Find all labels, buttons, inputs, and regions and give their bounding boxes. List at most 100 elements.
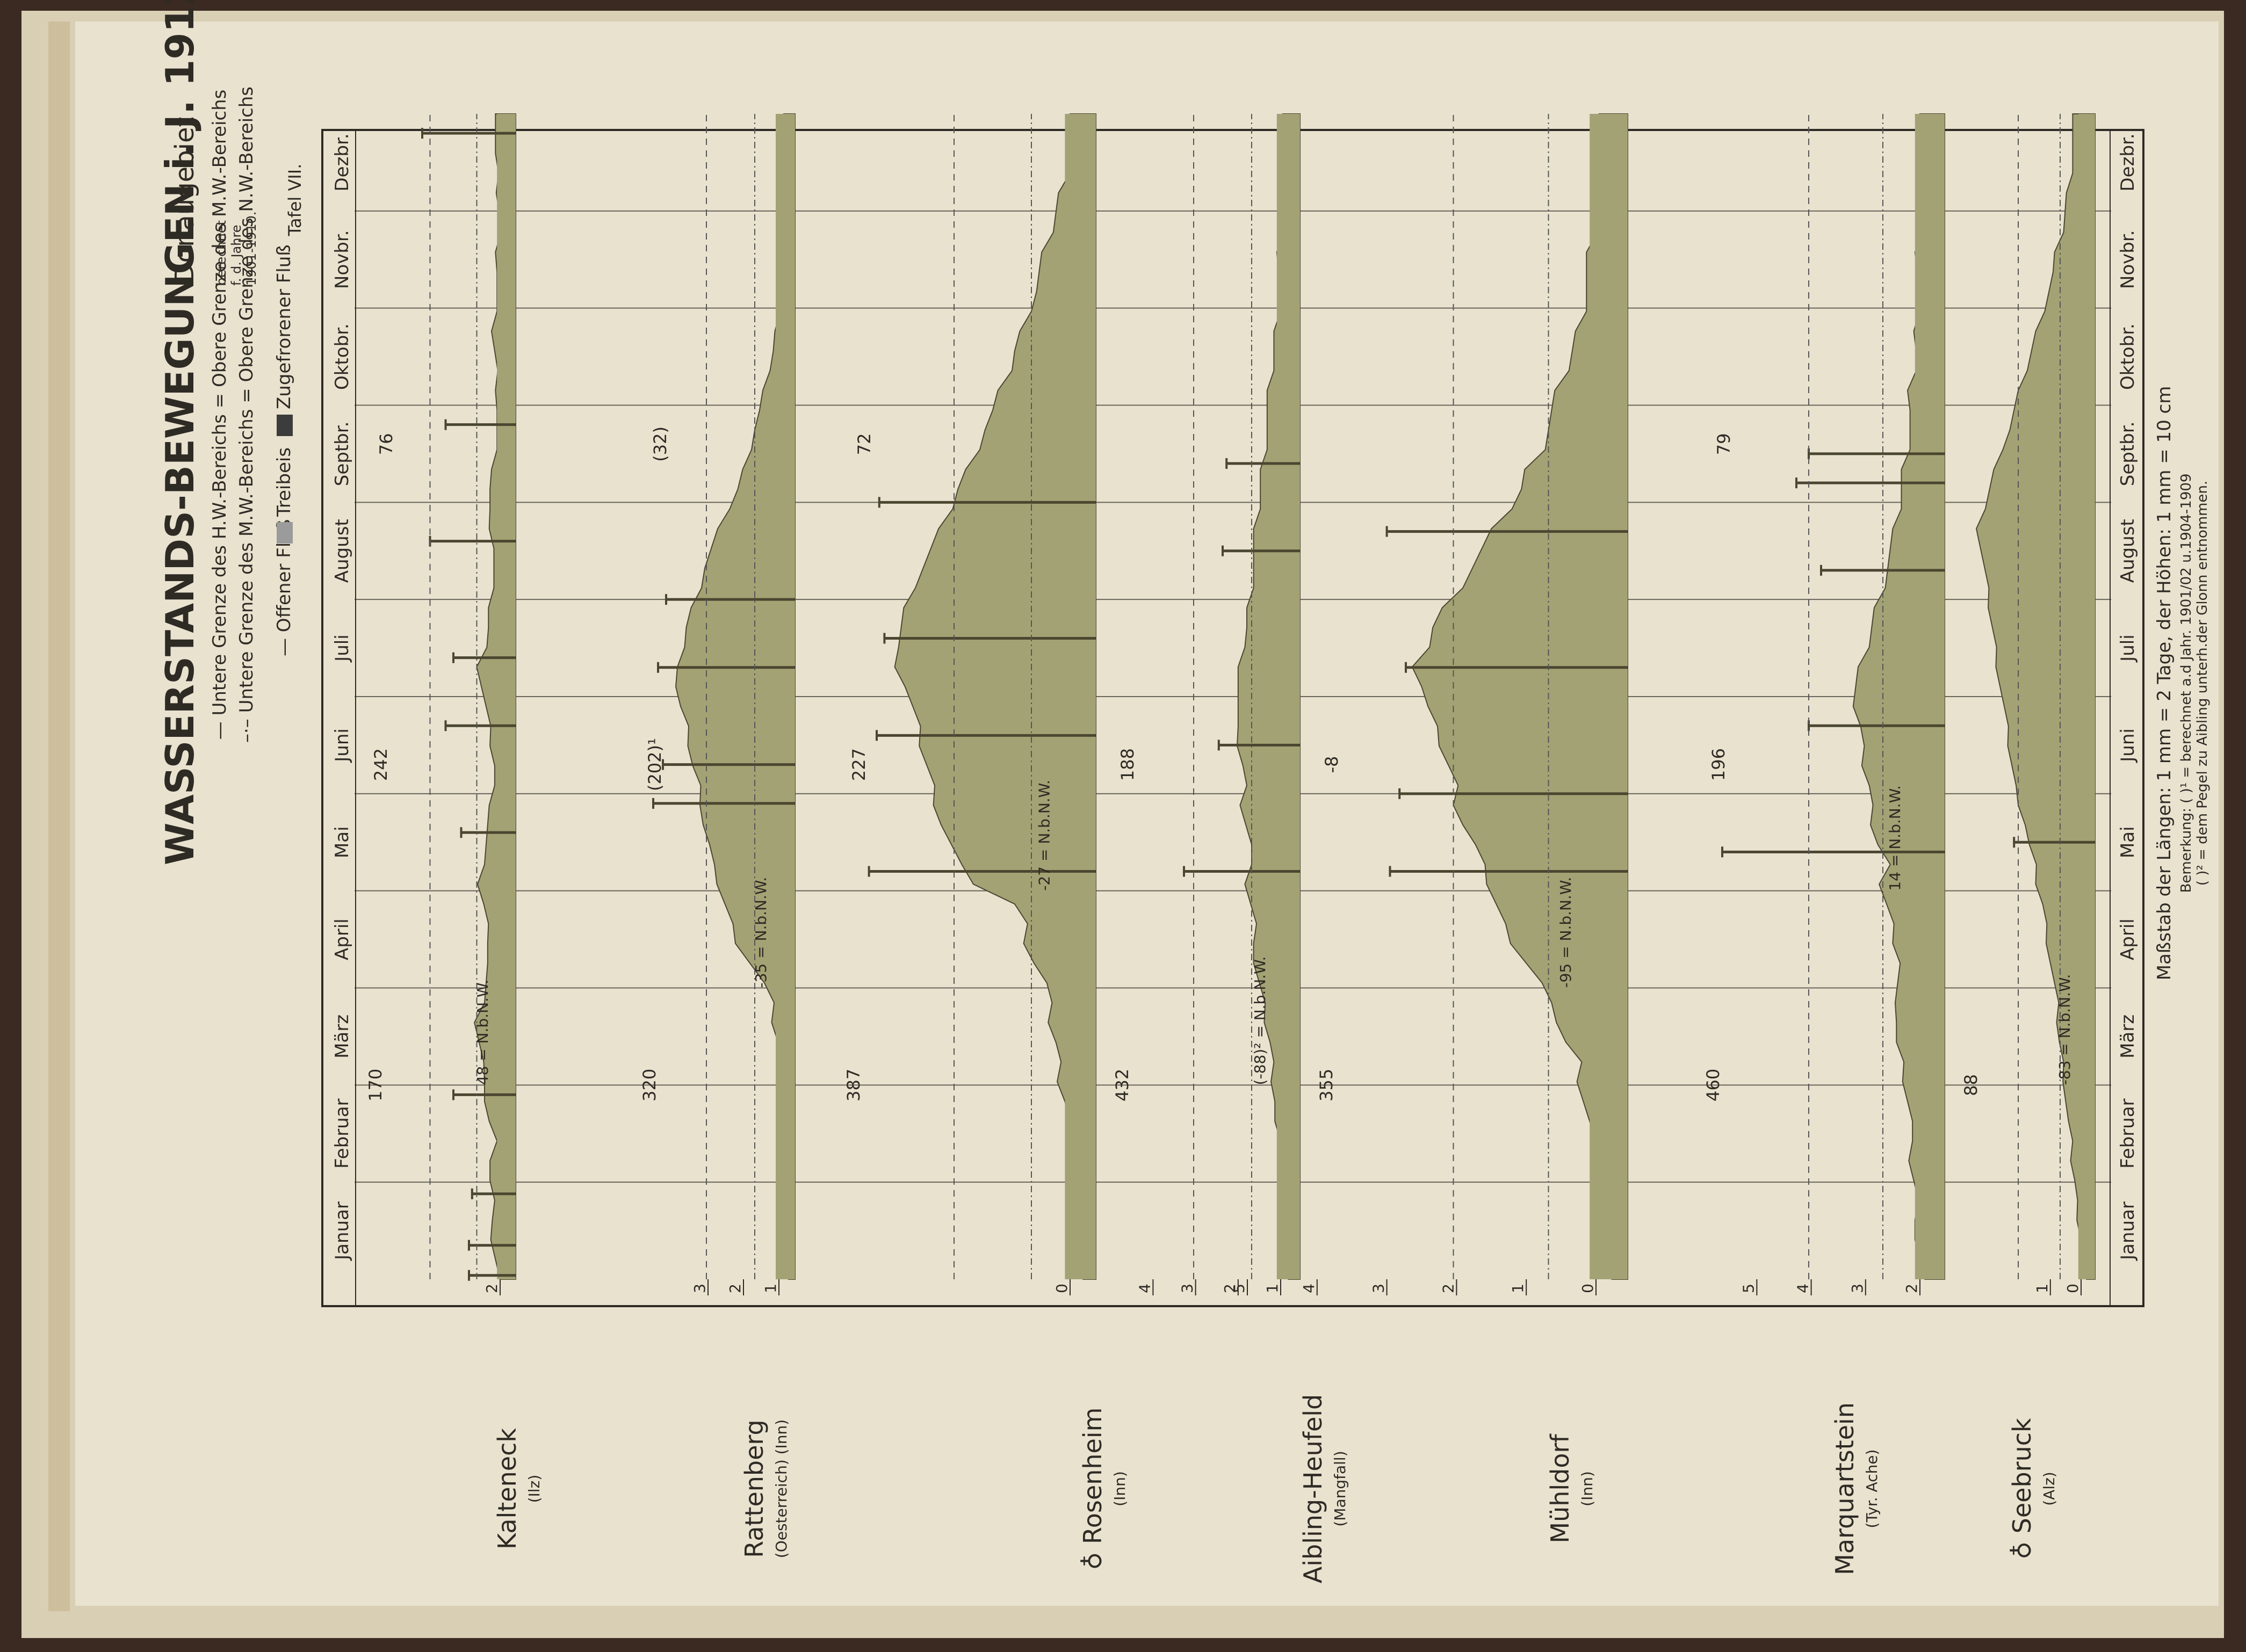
value-annotation: 320 — [639, 1069, 660, 1102]
month-label-top: Novbr. — [331, 230, 353, 289]
river-name: (Inn) — [1578, 1471, 1596, 1506]
river-name: (Mangfall) — [1331, 1451, 1349, 1526]
station-name: ♁ Seebruck — [2007, 1418, 2036, 1560]
month-label-top: März — [331, 1015, 353, 1059]
legend-bracket-text: f. d. Jahre — [229, 224, 244, 286]
y-tick-label: 3 — [1370, 1284, 1388, 1293]
month-label-bottom: Februar — [2117, 1098, 2139, 1169]
nw-label: 48 = N.b.N.W. — [474, 980, 492, 1085]
month-label-bottom: August — [2117, 519, 2139, 583]
river-name: (Tyr. Ache) — [1863, 1450, 1881, 1528]
nw-label: -27 = N.b.N.W. — [1036, 780, 1053, 891]
month-label-bottom: Juni — [2117, 728, 2139, 763]
station-name: Rattenberg — [740, 1419, 769, 1557]
month-label-bottom: April — [2117, 918, 2139, 960]
month-label-top: Mai — [331, 826, 353, 858]
panel-rattenberg: 1 2 3 320 (202)¹ (32) -35 = N.b.N.W. — [639, 113, 796, 1295]
station-name: ♁ Rosenheim — [1078, 1408, 1107, 1570]
nw-band — [776, 114, 795, 1279]
hydrograph-area — [1411, 113, 1628, 1280]
month-label-bottom: Juli — [2117, 634, 2139, 662]
month-label-bottom: Oktobr. — [2117, 323, 2139, 390]
hydrograph-area — [1975, 113, 2096, 1280]
scale-note: Maßstab der Längen: 1 mm = 2 Tage, der H… — [2154, 386, 2175, 981]
panel-aibling-heufeld: 1 2 3 4 432 188 (-88)² = N.b.N.W. — [1112, 113, 1301, 1295]
station-name: Mühldorf — [1546, 1433, 1575, 1544]
river-name: (Ilz) — [525, 1475, 543, 1503]
value-annotation: 242 — [371, 748, 391, 781]
month-label-bottom: Januar — [2117, 1201, 2139, 1261]
panel-kalteneck: 2 170 242 76 48 = N.b.N.W. — [365, 113, 516, 1295]
value-annotation: 460 — [1703, 1069, 1723, 1102]
y-tick-label: 1 — [762, 1284, 779, 1293]
y-tick-label: 1 — [2033, 1284, 2051, 1293]
month-label-bottom: Dezbr. — [2117, 133, 2139, 191]
panel-marquartstein: 2 3 4 5 460 196 79 14 = N.b.N.W. — [1703, 113, 1945, 1295]
station-name: Marquartstein — [1830, 1402, 1859, 1575]
month-label-top: Oktobr. — [331, 323, 353, 390]
y-tick-label: 4 — [1300, 1284, 1318, 1293]
value-annotation: (32) — [650, 426, 670, 462]
drift-ice-swatch — [277, 522, 293, 544]
y-tick-label: 0 — [2064, 1284, 2082, 1293]
value-annotation: 196 — [1708, 748, 1729, 781]
nw-band — [1590, 114, 1628, 1279]
y-tick-label: 2 — [483, 1284, 501, 1293]
month-label-top: Septbr. — [331, 422, 353, 487]
value-annotation: 79 — [1714, 433, 1734, 455]
value-annotation: 432 — [1112, 1069, 1132, 1102]
nw-label: -83 = N.b.N.W. — [2056, 974, 2074, 1085]
panel-seebruck: 0 1 88 -83 = N.b.N.W. — [1961, 113, 2096, 1295]
value-annotation: 227 — [849, 748, 869, 781]
nw-band — [1915, 114, 1945, 1279]
station-name: Aibling-Heufeld — [1298, 1394, 1327, 1583]
month-label-top: Juni — [331, 728, 353, 763]
y-tick-label: 3 — [1848, 1284, 1866, 1293]
y-tick-label: 2 — [1221, 1284, 1239, 1293]
y-tick-label: 2 — [1903, 1284, 1920, 1293]
panel-rosenheim: 0 387 227 72 -27 = N.b.N.W. — [843, 113, 1096, 1295]
y-tick-label: 4 — [1136, 1284, 1153, 1293]
value-annotation: 72 — [854, 433, 875, 455]
y-tick-label: 3 — [1179, 1284, 1196, 1293]
nw-label: 14 = N.b.N.W. — [1886, 785, 1904, 891]
station-name: Kalteneck — [493, 1428, 522, 1549]
river-name: (Inn) — [1111, 1471, 1129, 1506]
panel-m-hldorf: 0 1 2 3 4 5 355 -8 -95 = N.b.N.W. — [1230, 113, 1628, 1295]
nw-band — [2078, 114, 2096, 1279]
nw-label: (-88)² = N.b.N.W. — [1251, 957, 1269, 1085]
value-annotation: 76 — [376, 433, 396, 455]
y-tick-label: 5 — [1739, 1284, 1757, 1293]
legend-mw-nw: –·– Untere Grenze des M.W.-Bereichs = Ob… — [236, 86, 257, 743]
y-tick-label: 1 — [1263, 1284, 1281, 1293]
y-tick-label: 2 — [726, 1284, 744, 1293]
month-label-top: Februar — [331, 1098, 353, 1169]
legend-bracket-text: 1901-1910. — [244, 212, 259, 286]
paper — [75, 21, 2219, 1606]
month-label-top: August — [331, 519, 353, 583]
month-label-bottom: Septbr. — [2117, 422, 2139, 487]
y-tick-label: 5 — [1230, 1284, 1248, 1293]
y-tick-label: 0 — [1579, 1284, 1597, 1293]
value-annotation: 355 — [1316, 1069, 1337, 1102]
value-annotation: 170 — [365, 1069, 386, 1102]
value-annotation: 188 — [1117, 748, 1138, 781]
river-name: (Oesterreich) (Inn) — [772, 1419, 790, 1558]
page-stack — [48, 21, 70, 1611]
plate-title: WASSERSTANDS-BEWEGUNGEN i. J. 1912. — [157, 0, 203, 865]
value-annotation: 88 — [1961, 1074, 1981, 1096]
footnote-2: ( )² = dem Pegel zu Aibling unterh.der G… — [2194, 481, 2211, 886]
frozen-swatch — [277, 415, 293, 436]
legend-bracket-text: berechnet — [214, 220, 229, 286]
hydrograph-area — [894, 113, 1096, 1280]
nw-band — [1276, 114, 1301, 1279]
y-tick-label: 2 — [1439, 1284, 1457, 1293]
nw-label: -35 = N.b.N.W. — [752, 877, 770, 988]
nw-band — [497, 114, 516, 1279]
month-label-bottom: März — [2117, 1015, 2139, 1059]
chart-frame — [321, 129, 2144, 1307]
y-tick-label: 4 — [1794, 1284, 1812, 1293]
month-label-bottom: Novbr. — [2117, 230, 2139, 289]
